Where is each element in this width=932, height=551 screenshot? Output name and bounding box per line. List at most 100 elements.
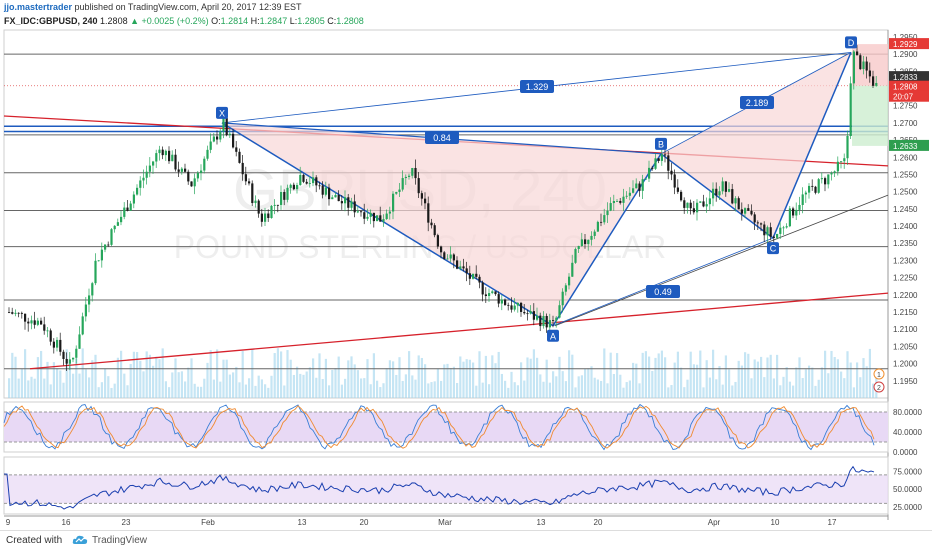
candle-body	[315, 177, 318, 186]
candle-body	[529, 311, 532, 314]
volume-bar	[385, 368, 388, 398]
volume-bar	[817, 379, 820, 398]
candle-body	[360, 211, 363, 213]
volume-bar	[619, 374, 622, 398]
candle-body	[414, 167, 417, 179]
candle-body	[43, 324, 46, 331]
volume-bar	[872, 383, 875, 398]
candle-body	[27, 321, 30, 324]
volume-bar	[376, 380, 379, 398]
candle-body	[174, 154, 177, 170]
volume-bar	[411, 375, 414, 398]
volume-bar	[680, 367, 683, 398]
volume-bar	[283, 385, 286, 398]
leg-cd	[772, 52, 852, 239]
indicator-badge-label: 2	[877, 385, 881, 392]
candle-body	[824, 178, 827, 185]
candle-body	[673, 174, 676, 188]
author-link[interactable]: jjo.mastertrader	[4, 2, 73, 12]
price-tick: 1.2350	[893, 239, 918, 248]
volume-bar	[340, 384, 343, 398]
candle-body	[603, 215, 606, 223]
volume-bar	[798, 357, 801, 398]
candle-body	[116, 222, 119, 226]
tradingview-brand[interactable]: TradingView	[92, 535, 148, 546]
volume-bar	[491, 355, 494, 398]
candle-body	[491, 291, 494, 294]
candle-body	[507, 304, 510, 306]
candle-body	[184, 168, 187, 172]
candle-body	[328, 187, 331, 200]
volume-bar	[267, 387, 270, 398]
candle-body	[123, 207, 126, 217]
volume-bar	[833, 357, 836, 398]
candle-body	[30, 320, 33, 324]
ohlc-h-label: H:	[250, 16, 260, 26]
candle-body	[225, 118, 228, 136]
volume-bar	[94, 354, 97, 398]
candle-body	[11, 312, 14, 314]
price-tick: 1.2250	[893, 274, 918, 283]
volume-bar	[292, 374, 295, 398]
stochastic-pane[interactable]: 80.0000 40.0000 0.0000	[3, 401, 922, 457]
candle-body	[846, 136, 849, 159]
candle-body	[740, 209, 743, 214]
candle-body	[46, 330, 49, 332]
candle-body	[766, 227, 769, 236]
time-tick: 16	[62, 518, 71, 527]
volume-bar	[750, 378, 753, 398]
candle-body	[411, 167, 414, 176]
candle-body	[478, 276, 481, 283]
candle-body	[811, 185, 814, 187]
candle-body	[747, 208, 750, 211]
rsi-pane[interactable]: 75.0000 50.0000 25.0000	[3, 456, 922, 515]
volume-bar	[344, 378, 347, 398]
volume-bar	[148, 354, 151, 398]
candle-body	[81, 316, 84, 335]
candle-body	[606, 210, 609, 216]
candle-body	[667, 155, 670, 171]
volume-bar	[379, 387, 382, 398]
volume-bar	[516, 385, 519, 398]
volume-bar	[452, 366, 455, 398]
volume-bar	[692, 364, 695, 398]
candle-body	[638, 183, 641, 191]
volume-bar	[827, 373, 830, 398]
volume-bar	[596, 379, 599, 398]
price-label: 1.2929	[893, 40, 918, 49]
candle-body	[446, 258, 449, 260]
candle-body	[721, 181, 724, 192]
candle-body	[91, 283, 94, 296]
candle-body	[856, 51, 859, 56]
candle-body	[452, 254, 455, 261]
volume-bar	[190, 358, 193, 398]
price-tick: 1.2150	[893, 308, 918, 317]
candle-body	[680, 191, 683, 201]
candle-body	[481, 282, 484, 295]
volume-bar	[366, 359, 369, 398]
volume-bar	[232, 372, 235, 398]
volume-bar	[260, 379, 263, 398]
candle-body	[420, 193, 423, 199]
candle-body	[312, 177, 315, 184]
candle-body	[798, 204, 801, 210]
volume-bar	[196, 386, 199, 398]
volume-bar	[747, 353, 750, 398]
time-tick: Mar	[438, 518, 452, 527]
volume-bar	[686, 379, 689, 398]
candle-body	[14, 312, 17, 314]
symbol-title[interactable]: FX_IDC:GBPUSD, 240	[4, 16, 98, 26]
volume-bar	[142, 371, 145, 398]
candle-body	[24, 313, 27, 322]
volume-bar	[52, 362, 55, 398]
candle-body	[158, 149, 161, 154]
volume-bar	[369, 384, 372, 398]
volume-bar	[574, 387, 577, 398]
candle-body	[20, 312, 23, 314]
volume-bar	[513, 382, 516, 398]
candle-body	[609, 203, 612, 211]
volume-bar	[744, 352, 747, 398]
candle-body	[353, 201, 356, 213]
price-label: 1.2833	[893, 73, 918, 82]
